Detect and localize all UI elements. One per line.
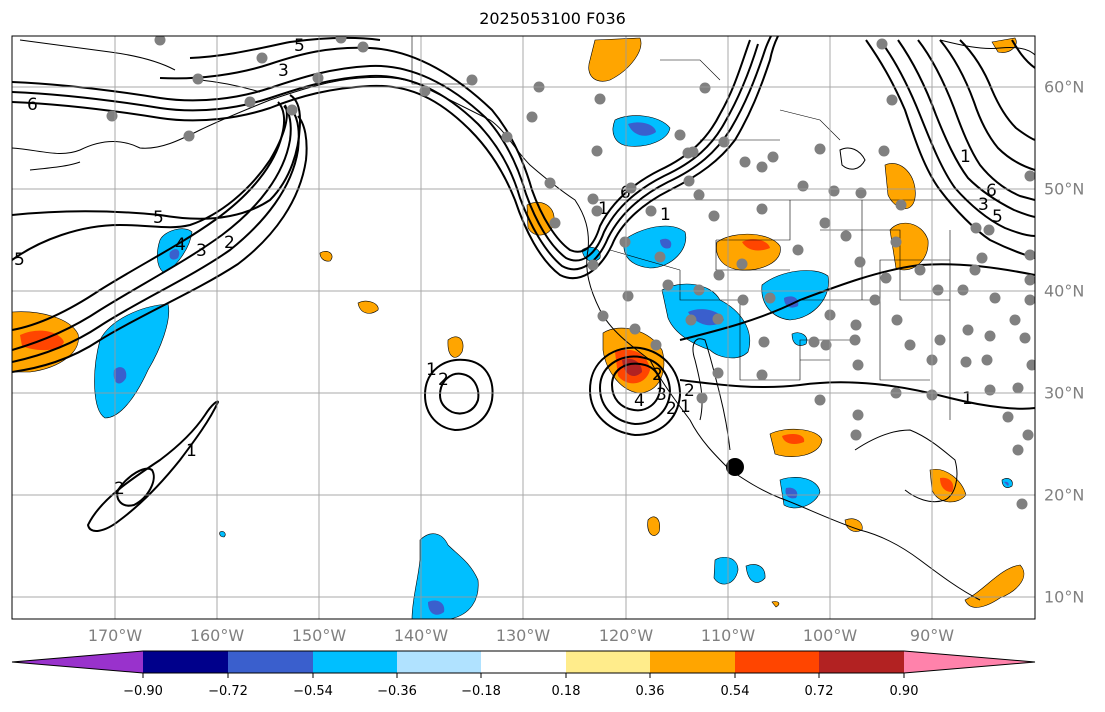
contour-label: 3 (196, 241, 207, 261)
contour-label: 2 (438, 370, 449, 390)
highlight-marker (726, 458, 744, 476)
gridlines (12, 36, 1035, 619)
colorbar-cell (735, 651, 819, 673)
colorbar-cell (397, 651, 481, 673)
colorbar-cell (819, 651, 904, 673)
colorbar-cell (12, 651, 143, 673)
contour-label: 6 (620, 183, 631, 203)
contour-label: 3 (278, 61, 289, 81)
lon-label: 150°W (291, 626, 347, 645)
map-frame (11, 35, 1036, 620)
lat-label: 10°N (1044, 587, 1085, 607)
colorbar-cell (228, 651, 313, 673)
contour-label: 4 (175, 235, 186, 255)
contour-label: 5 (153, 208, 164, 228)
contour-label: 2 (666, 399, 677, 419)
contour-label: 5 (992, 207, 1003, 227)
colorbar-tick-label: −0.90 (123, 684, 163, 699)
colorbar-tick-label: 0.36 (635, 684, 665, 699)
colorbar-tick-label: −0.54 (293, 684, 333, 699)
colorbar-cell (313, 651, 397, 673)
colorbar-cell (566, 651, 650, 673)
lat-label: 50°N (1044, 179, 1085, 199)
colorbar-tick-label: −0.72 (208, 684, 248, 699)
contour-label: 1 (962, 389, 973, 409)
contour-label: 4 (634, 391, 645, 411)
colorbar-cell (481, 651, 566, 673)
contour-labels: 5 3 6 5 4 3 2 5 6 1 2 1 2 4 3 2 1 2 1 2 … (14, 36, 1003, 499)
lon-label: 90°W (909, 626, 955, 645)
station-markers (106, 36, 1035, 510)
contour-label: 3 (656, 385, 667, 405)
contour-label: 2 (224, 233, 235, 253)
contour-label: 6 (986, 181, 997, 201)
contour-label: 1 (680, 397, 691, 417)
colorbar-cell (143, 651, 228, 673)
lon-label: 110°W (700, 626, 756, 645)
lon-label: 140°W (393, 626, 449, 645)
state-borders (411, 36, 1000, 420)
lat-label: 20°N (1044, 485, 1085, 505)
lon-label: 120°W (598, 626, 654, 645)
coastlines (12, 39, 1035, 601)
contour-label: 1 (660, 205, 671, 225)
contour-label: 1 (426, 360, 437, 380)
lon-label: 160°W (189, 626, 245, 645)
contour-label: 6 (27, 95, 38, 115)
colorbar-tick-label: 0.54 (720, 684, 750, 699)
contour-label: 5 (294, 36, 305, 56)
lon-label: 130°W (495, 626, 551, 645)
contour-label: 2 (652, 365, 663, 385)
contour-label: 1 (186, 441, 197, 461)
contour-label: 1 (598, 199, 609, 219)
contour-label: 2 (114, 479, 125, 499)
colorbar-tick-label: 0.18 (551, 684, 581, 699)
colorbar-tick-label: −0.18 (461, 684, 501, 699)
colorbar-cell (650, 651, 735, 673)
lat-label: 60°N (1044, 77, 1085, 97)
lon-label: 100°W (802, 626, 858, 645)
map-title: 2025053100 F036 (479, 9, 626, 28)
colorbar (11, 650, 1036, 678)
contour-label: 5 (14, 250, 25, 270)
lon-label: 170°W (87, 626, 143, 645)
colorbar-tick-label: 0.90 (889, 684, 919, 699)
contour-label: 3 (978, 195, 989, 215)
lat-label: 30°N (1044, 383, 1085, 403)
contour-label: 1 (960, 147, 971, 167)
contour-label: 2 (684, 381, 695, 401)
colorbar-cell (904, 651, 1035, 673)
contour-lines (12, 36, 1035, 532)
colorbar-tick-label: −0.36 (377, 684, 417, 699)
lat-label: 40°N (1044, 281, 1085, 301)
colorbar-tick-label: 0.72 (804, 684, 834, 699)
